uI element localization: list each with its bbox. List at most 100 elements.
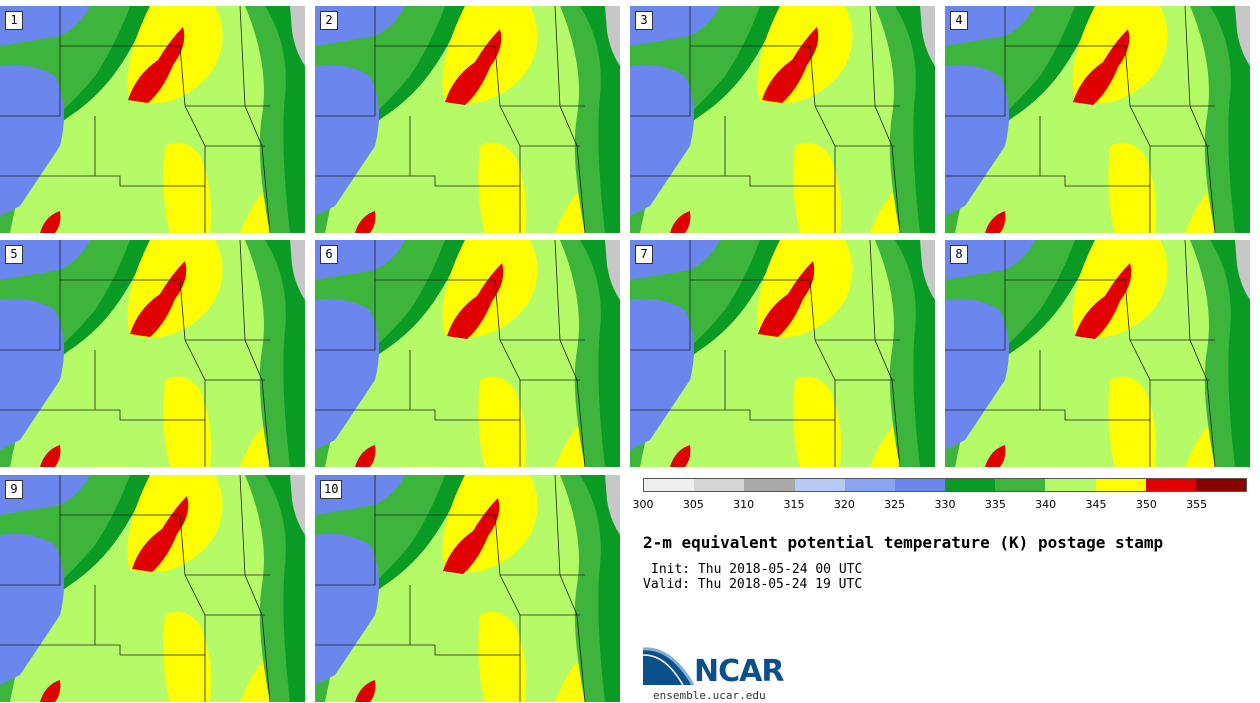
field-region	[315, 533, 379, 685]
colorbar-tick-label: 330	[934, 498, 956, 511]
state-boundary	[315, 175, 520, 187]
map-field	[630, 240, 935, 467]
field-region	[670, 211, 691, 233]
field-region	[315, 475, 445, 702]
field-region	[630, 240, 760, 467]
field-region	[605, 475, 620, 535]
colorbar	[643, 478, 1247, 492]
field-region	[630, 298, 694, 450]
postage-stamp-map: 3	[630, 6, 935, 233]
state-boundary	[1005, 45, 1215, 107]
state-boundary	[375, 279, 585, 341]
field-region	[40, 211, 61, 233]
field-region	[478, 611, 527, 702]
map-field	[0, 240, 305, 467]
field-region	[670, 445, 691, 467]
field-region	[945, 64, 1009, 216]
field-region	[1075, 263, 1132, 339]
state-boundary	[554, 475, 586, 702]
logo-url: ensemble.ucar.edu	[653, 689, 766, 702]
state-boundary	[239, 6, 271, 233]
colorbar-tick-label: 315	[783, 498, 805, 511]
state-boundary	[315, 644, 520, 656]
field-region	[478, 142, 527, 233]
postage-stamp-map: 4	[945, 6, 1250, 233]
state-boundary	[239, 240, 271, 467]
field-region	[40, 445, 61, 467]
field-region	[895, 6, 935, 233]
field-region	[163, 376, 212, 467]
colorbar-segment	[744, 479, 795, 491]
ncar-logo-icon	[643, 647, 695, 686]
postage-stamp-map: 7	[630, 240, 935, 467]
field-region	[355, 445, 376, 467]
field-region	[265, 475, 305, 702]
colorbar-tick-label: 340	[1035, 498, 1057, 511]
field-region	[0, 475, 130, 702]
field-region	[920, 240, 935, 300]
field-region	[1108, 142, 1157, 233]
field-region	[290, 240, 305, 300]
field-region	[985, 445, 1006, 467]
colorbar-segment	[995, 479, 1046, 491]
state-boundary	[1184, 6, 1216, 233]
postage-stamp-map: 2	[315, 6, 620, 233]
field-region	[985, 211, 1006, 233]
field-region	[0, 240, 130, 467]
map-field	[945, 240, 1250, 467]
map-field	[315, 475, 620, 702]
field-region	[793, 142, 842, 233]
field-region	[580, 475, 620, 702]
state-boundary	[0, 6, 61, 117]
field-region	[605, 240, 620, 300]
field-region	[945, 298, 1009, 450]
field-region	[920, 6, 935, 66]
state-boundary	[1005, 279, 1215, 341]
colorbar-tick-label: 350	[1135, 498, 1157, 511]
map-field	[630, 6, 935, 233]
field-region	[478, 376, 527, 467]
field-region	[443, 498, 500, 574]
field-region	[315, 64, 379, 216]
field-region	[0, 6, 130, 233]
colorbar-tick-label: 345	[1085, 498, 1107, 511]
state-boundary	[630, 175, 835, 187]
colorbar-segment	[844, 479, 895, 491]
colorbar-segment	[644, 479, 695, 491]
colorbar-segment	[1145, 479, 1196, 491]
field-region	[895, 240, 935, 467]
colorbar-segment	[945, 479, 996, 491]
postage-stamp-map: 10	[315, 475, 620, 702]
postage-stamp-map: 9	[0, 475, 305, 702]
field-region	[630, 64, 694, 216]
stamp-member-number: 8	[950, 245, 968, 264]
postage-stamp-map: 5	[0, 240, 305, 467]
valid-time: Valid: Thu 2018-05-24 19 UTC	[643, 577, 863, 592]
map-field	[945, 6, 1250, 233]
state-boundary	[60, 279, 270, 341]
colorbar-tick-label: 300	[632, 498, 654, 511]
state-boundary	[1184, 240, 1216, 467]
state-boundary	[315, 409, 520, 421]
field-region	[945, 6, 1075, 233]
state-boundary	[945, 6, 1006, 117]
state-boundary	[945, 409, 1150, 421]
field-region	[265, 6, 305, 233]
state-boundary	[375, 45, 585, 107]
state-boundary	[315, 475, 376, 586]
field-region	[163, 142, 212, 233]
field-region	[630, 6, 760, 233]
stamp-member-number: 2	[320, 11, 338, 30]
field-region	[605, 6, 620, 66]
state-boundary	[375, 514, 585, 576]
state-boundary	[630, 240, 691, 351]
state-boundary	[690, 45, 900, 107]
postage-stamp-map: 1	[0, 6, 305, 233]
field-region	[0, 533, 64, 685]
state-boundary	[869, 6, 901, 233]
state-boundary	[945, 175, 1150, 187]
colorbar-tick-label: 325	[884, 498, 906, 511]
state-boundary	[239, 475, 271, 702]
field-region	[445, 29, 502, 105]
stamp-member-number: 5	[5, 245, 23, 264]
